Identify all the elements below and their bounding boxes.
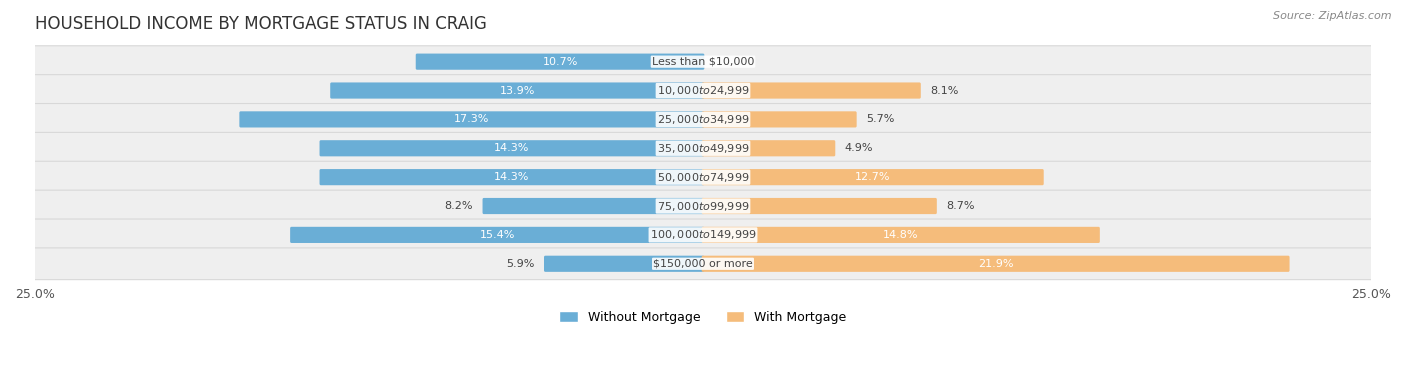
- Text: $10,000 to $24,999: $10,000 to $24,999: [657, 84, 749, 97]
- Text: 12.7%: 12.7%: [855, 172, 890, 182]
- Text: $35,000 to $49,999: $35,000 to $49,999: [657, 142, 749, 155]
- Text: 5.7%: 5.7%: [866, 115, 894, 124]
- Text: HOUSEHOLD INCOME BY MORTGAGE STATUS IN CRAIG: HOUSEHOLD INCOME BY MORTGAGE STATUS IN C…: [35, 15, 486, 33]
- FancyBboxPatch shape: [330, 82, 704, 99]
- FancyBboxPatch shape: [31, 161, 1375, 193]
- Text: 17.3%: 17.3%: [454, 115, 489, 124]
- FancyBboxPatch shape: [319, 140, 704, 156]
- Text: 5.9%: 5.9%: [506, 259, 534, 269]
- Text: 15.4%: 15.4%: [479, 230, 515, 240]
- FancyBboxPatch shape: [702, 111, 856, 127]
- Text: 8.7%: 8.7%: [946, 201, 974, 211]
- FancyBboxPatch shape: [290, 227, 704, 243]
- FancyBboxPatch shape: [319, 169, 704, 185]
- Text: 10.7%: 10.7%: [543, 57, 578, 67]
- Text: 14.3%: 14.3%: [495, 143, 530, 153]
- Text: $50,000 to $74,999: $50,000 to $74,999: [657, 170, 749, 184]
- FancyBboxPatch shape: [702, 198, 936, 214]
- FancyBboxPatch shape: [31, 74, 1375, 107]
- Text: 4.9%: 4.9%: [845, 143, 873, 153]
- FancyBboxPatch shape: [31, 46, 1375, 77]
- FancyBboxPatch shape: [31, 104, 1375, 135]
- Legend: Without Mortgage, With Mortgage: Without Mortgage, With Mortgage: [554, 306, 852, 329]
- Text: Source: ZipAtlas.com: Source: ZipAtlas.com: [1274, 11, 1392, 21]
- Text: $25,000 to $34,999: $25,000 to $34,999: [657, 113, 749, 126]
- Text: 13.9%: 13.9%: [499, 85, 534, 96]
- FancyBboxPatch shape: [544, 256, 704, 272]
- FancyBboxPatch shape: [239, 111, 704, 127]
- FancyBboxPatch shape: [702, 256, 1289, 272]
- FancyBboxPatch shape: [702, 227, 1099, 243]
- FancyBboxPatch shape: [31, 132, 1375, 164]
- Text: 21.9%: 21.9%: [977, 259, 1014, 269]
- Text: $75,000 to $99,999: $75,000 to $99,999: [657, 200, 749, 212]
- FancyBboxPatch shape: [702, 82, 921, 99]
- Text: $150,000 or more: $150,000 or more: [654, 259, 752, 269]
- Text: 14.8%: 14.8%: [883, 230, 918, 240]
- Text: 14.3%: 14.3%: [495, 172, 530, 182]
- FancyBboxPatch shape: [31, 219, 1375, 251]
- FancyBboxPatch shape: [31, 190, 1375, 222]
- Text: Less than $10,000: Less than $10,000: [652, 57, 754, 67]
- Text: 8.2%: 8.2%: [444, 201, 474, 211]
- Text: $100,000 to $149,999: $100,000 to $149,999: [650, 228, 756, 242]
- FancyBboxPatch shape: [482, 198, 704, 214]
- FancyBboxPatch shape: [31, 248, 1375, 280]
- FancyBboxPatch shape: [702, 169, 1043, 185]
- FancyBboxPatch shape: [416, 54, 704, 70]
- Text: 8.1%: 8.1%: [931, 85, 959, 96]
- FancyBboxPatch shape: [702, 140, 835, 156]
